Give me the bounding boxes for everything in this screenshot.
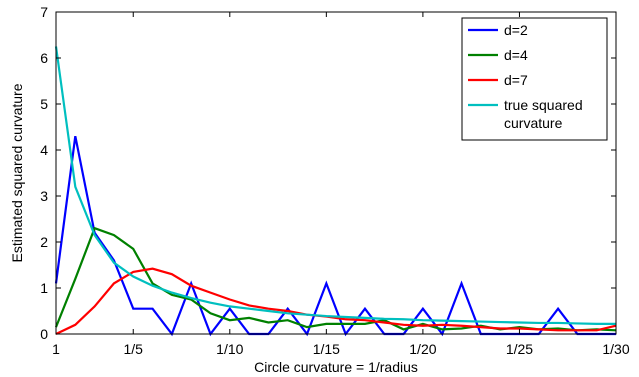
y-tick-label: 3 — [40, 188, 48, 204]
x-tick-label: 1/30 — [602, 341, 629, 357]
legend: d=2 d=4 d=7 true squared curvature — [461, 17, 608, 141]
x-tick-label: 1/20 — [409, 341, 436, 357]
y-ticks: 0 1 2 3 4 5 6 7 — [40, 4, 616, 342]
x-tick-label: 1/5 — [124, 341, 144, 357]
y-tick-label: 0 — [40, 326, 48, 342]
plot-frame — [55, 11, 617, 335]
y-tick-label: 2 — [40, 234, 48, 250]
x-ticks: 1 1/5 1/10 1/15 1/20 1/25 1/30 — [52, 12, 630, 357]
x-tick-label: 1/15 — [313, 341, 340, 357]
legend-label: d=2 — [504, 22, 528, 38]
series-line-d-4 — [54, 226, 617, 332]
y-tick-label: 4 — [40, 142, 48, 158]
legend-label: d=4 — [504, 47, 528, 63]
y-axis-label: Estimated squared curvature — [9, 83, 25, 262]
x-tick-label: 1/25 — [506, 341, 533, 357]
y-tick-label: 5 — [40, 96, 48, 112]
series-line-d-2 — [54, 135, 616, 337]
legend-label: true squared — [504, 97, 583, 113]
x-axis-label: Circle curvature = 1/radius — [254, 359, 418, 375]
legend-label: d=7 — [504, 72, 528, 88]
x-tick-label: 1 — [52, 341, 60, 357]
y-tick-label: 7 — [40, 4, 48, 20]
y-tick-label: 6 — [40, 50, 48, 66]
x-tick-label: 1/10 — [216, 341, 243, 357]
series-line-d-7 — [55, 267, 617, 335]
legend-label: curvature — [504, 115, 563, 131]
series-line-true-squared-curvature — [54, 46, 616, 325]
y-tick-label: 1 — [40, 280, 48, 296]
